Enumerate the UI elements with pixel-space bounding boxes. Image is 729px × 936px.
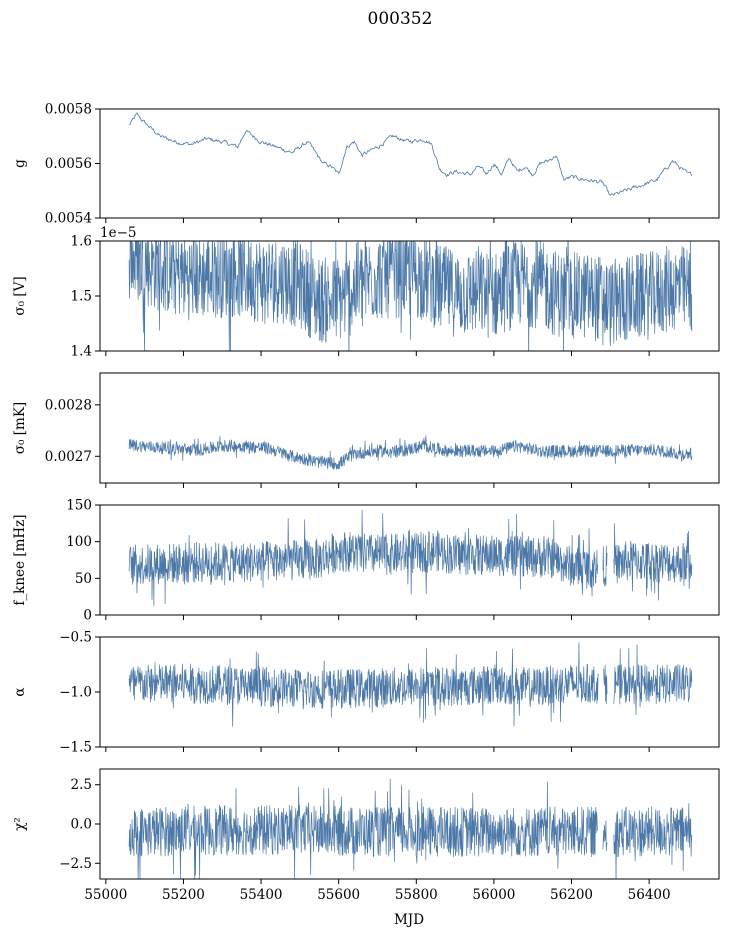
- y-tick-label: 0.0: [71, 817, 92, 833]
- x-tick-label: 55800: [395, 887, 438, 903]
- series-line: [128, 241, 693, 351]
- panel-g: 0.0054 0.0056 0.0058 g: [12, 102, 720, 227]
- y-tick-label: 0: [83, 608, 92, 624]
- y-tick-label: −1.0: [59, 685, 92, 701]
- panels: 0.0054 0.0056 0.0058 g 1.4 1.5 1.6 1e−5 σ₀ [V] 0.…: [12, 102, 720, 903]
- y-tick-label: 1.4: [71, 344, 92, 360]
- y-tick-label: 1.6: [71, 234, 92, 250]
- panel-sigma0_mk: 0.0027 0.0028 σ₀ [mK]: [12, 372, 720, 488]
- series-sigma0_mk: [128, 435, 693, 470]
- series-sigma0_v: [128, 241, 693, 351]
- x-tick-label: 55400: [240, 887, 283, 903]
- y-tick-label: 100: [66, 534, 92, 550]
- series-line: [128, 642, 693, 727]
- y-tick-label: 150: [66, 498, 92, 514]
- axes-frame: [99, 372, 720, 484]
- series-alpha: [128, 642, 693, 727]
- y-offset-label: 1e−5: [100, 225, 136, 241]
- figure-title: 000352: [368, 9, 433, 29]
- y-tick-label: 0.0027: [45, 449, 92, 465]
- y-tick-label: −0.5: [59, 630, 92, 646]
- x-axis-label: MJD: [394, 912, 424, 928]
- series-g: [128, 112, 693, 196]
- y-axis-label: α: [12, 687, 28, 696]
- y-axis-label: χ²: [12, 817, 28, 831]
- series-line: [128, 112, 693, 196]
- y-tick-label: −2.5: [59, 856, 92, 872]
- x-tick-label: 56200: [550, 887, 593, 903]
- series-fknee: [128, 509, 693, 607]
- y-axis-label: σ₀ [mK]: [12, 402, 28, 454]
- panel-alpha: −1.5 −1.0 −0.5 α: [12, 630, 720, 756]
- series-chi2: [128, 778, 693, 879]
- y-tick-label: 0.0054: [45, 211, 92, 227]
- x-tick-label: 55000: [84, 887, 127, 903]
- x-tick-label: 56400: [628, 887, 671, 903]
- y-tick-label: 1.5: [71, 289, 92, 305]
- y-tick-label: 0.0058: [45, 102, 92, 118]
- y-tick-label: 0.0028: [45, 397, 92, 413]
- y-axis-label: σ₀ [V]: [12, 276, 28, 315]
- axes-frame: [99, 108, 720, 219]
- y-tick-label: 0.0056: [45, 156, 92, 172]
- x-tick-label: 56000: [472, 887, 515, 903]
- panel-sigma0_v: 1.4 1.5 1.6 1e−5 σ₀ [V]: [12, 225, 720, 360]
- series-line: [128, 435, 693, 470]
- y-tick-label: 2.5: [71, 777, 92, 793]
- panel-chi2: −2.5 0.0 2.5 χ² 55000 55200 55400 55600 55800 560…: [12, 768, 720, 903]
- series-line: [128, 509, 693, 607]
- x-tick-label: 55200: [162, 887, 205, 903]
- y-axis-label: f_knee [mHz]: [12, 514, 28, 605]
- y-tick-label: −1.5: [59, 740, 92, 756]
- panel-fknee: 0 50 100 150 f_knee [mHz]: [12, 498, 720, 624]
- y-axis-label: g: [12, 159, 28, 168]
- series-line: [128, 778, 693, 879]
- x-tick-label: 55600: [317, 887, 360, 903]
- y-tick-label: 50: [75, 571, 92, 587]
- axes-frame: [99, 504, 720, 616]
